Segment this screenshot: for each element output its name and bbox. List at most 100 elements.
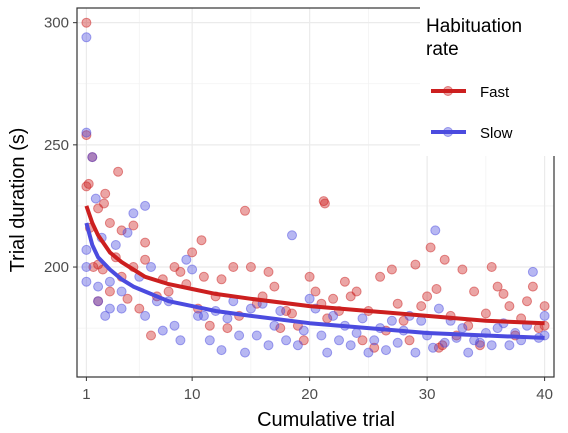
data-point-slow <box>81 32 92 43</box>
data-point-fast <box>386 264 397 275</box>
data-point-slow <box>222 313 233 324</box>
data-point-slow <box>316 330 327 341</box>
data-point-slow <box>116 303 127 314</box>
legend-title-line-2: rate <box>426 39 459 60</box>
data-point-slow <box>104 276 115 287</box>
data-point-slow <box>116 286 127 297</box>
data-point-slow <box>240 347 250 358</box>
data-point-fast <box>104 286 115 297</box>
data-point-fast <box>469 286 480 297</box>
data-point-slow <box>410 347 421 358</box>
legend: Habituation rate Fast Slow <box>420 6 555 156</box>
data-point-slow <box>93 296 104 307</box>
y-tick-label: 300 <box>44 15 69 32</box>
axes: 1 10 20 30 40 200 250 300 <box>44 7 555 403</box>
trend-line-slow <box>84 222 545 340</box>
data-point-slow <box>110 240 121 250</box>
data-point-fast <box>240 205 250 216</box>
data-points <box>81 17 550 358</box>
data-point-slow <box>245 303 256 314</box>
data-point-slow <box>457 323 468 334</box>
data-point-fast <box>392 298 403 309</box>
data-point-slow <box>90 193 101 204</box>
data-point-slow <box>363 347 374 358</box>
data-point-slow <box>381 345 391 356</box>
data-point-slow <box>198 310 209 321</box>
x-tick-label: 40 <box>536 386 553 403</box>
data-point-fast <box>81 17 92 28</box>
data-point-fast <box>83 178 94 189</box>
data-point-slow <box>428 342 438 353</box>
legend-label-slow: Slow <box>480 125 513 142</box>
data-point-slow <box>216 345 227 356</box>
data-point-slow <box>93 281 104 292</box>
data-point-fast <box>304 271 315 282</box>
data-point-fast <box>175 266 186 277</box>
data-point-fast <box>140 237 151 248</box>
data-point-fast <box>439 254 450 265</box>
data-point-slow <box>275 306 286 316</box>
data-point-slow <box>100 310 111 321</box>
x-tick-label: 20 <box>301 386 318 403</box>
data-point-fast <box>146 330 156 341</box>
data-point-slow <box>187 264 198 275</box>
data-point-fast <box>410 259 421 270</box>
y-axis-title: Trial duration (s) <box>7 128 29 273</box>
data-point-fast <box>480 308 491 319</box>
data-point-slow <box>287 230 297 241</box>
data-point-slow <box>392 337 403 348</box>
data-point-fast <box>216 274 227 285</box>
x-tick-label: 10 <box>184 386 201 403</box>
data-point-fast <box>128 220 139 231</box>
data-point-slow <box>328 310 339 321</box>
trend-lines <box>84 205 545 340</box>
data-point-fast <box>522 296 532 307</box>
legend-key-slow-point <box>443 127 453 137</box>
data-point-fast <box>351 286 362 297</box>
data-point-slow <box>292 340 303 351</box>
data-point-slow <box>175 335 186 346</box>
legend-key-slow <box>431 127 466 137</box>
data-point-slow <box>298 325 309 336</box>
legend-key-fast-point <box>443 86 453 96</box>
data-point-fast <box>319 198 330 209</box>
data-point-slow <box>128 208 139 219</box>
data-point-slow <box>475 337 485 348</box>
data-point-slow <box>140 310 151 321</box>
data-point-fast <box>245 262 256 272</box>
data-point-fast <box>416 301 427 312</box>
data-point-slow <box>87 152 98 163</box>
data-point-slow <box>169 320 180 331</box>
data-point-fast <box>422 291 433 302</box>
x-axis-title: Cumulative trial <box>257 409 395 431</box>
data-point-fast <box>198 271 209 282</box>
data-point-slow <box>334 335 344 346</box>
data-point-fast <box>269 281 280 292</box>
data-point-slow <box>81 262 92 272</box>
data-point-slow <box>439 337 450 348</box>
data-point-slow <box>527 266 538 277</box>
data-point-fast <box>431 284 442 294</box>
data-point-slow <box>181 254 192 265</box>
data-point-fast <box>196 235 207 246</box>
data-point-fast <box>113 166 124 177</box>
data-point-slow <box>157 325 168 336</box>
data-point-slow <box>81 127 92 138</box>
data-point-fast <box>310 286 321 297</box>
data-point-fast <box>504 301 515 312</box>
legend-key-fast <box>431 86 466 96</box>
data-point-fast <box>163 286 174 297</box>
data-point-fast <box>263 266 274 277</box>
panel-border <box>76 7 555 378</box>
data-point-fast <box>486 262 497 272</box>
data-point-slow <box>81 276 92 287</box>
data-point-slow <box>357 313 368 324</box>
data-point-slow <box>539 310 550 321</box>
data-point-fast <box>81 130 92 141</box>
data-point-slow <box>369 335 380 346</box>
data-point-fast <box>116 225 127 236</box>
data-point-slow <box>104 303 115 314</box>
data-point-fast <box>539 301 550 312</box>
data-point-fast <box>99 198 109 209</box>
data-point-fast <box>527 281 538 292</box>
